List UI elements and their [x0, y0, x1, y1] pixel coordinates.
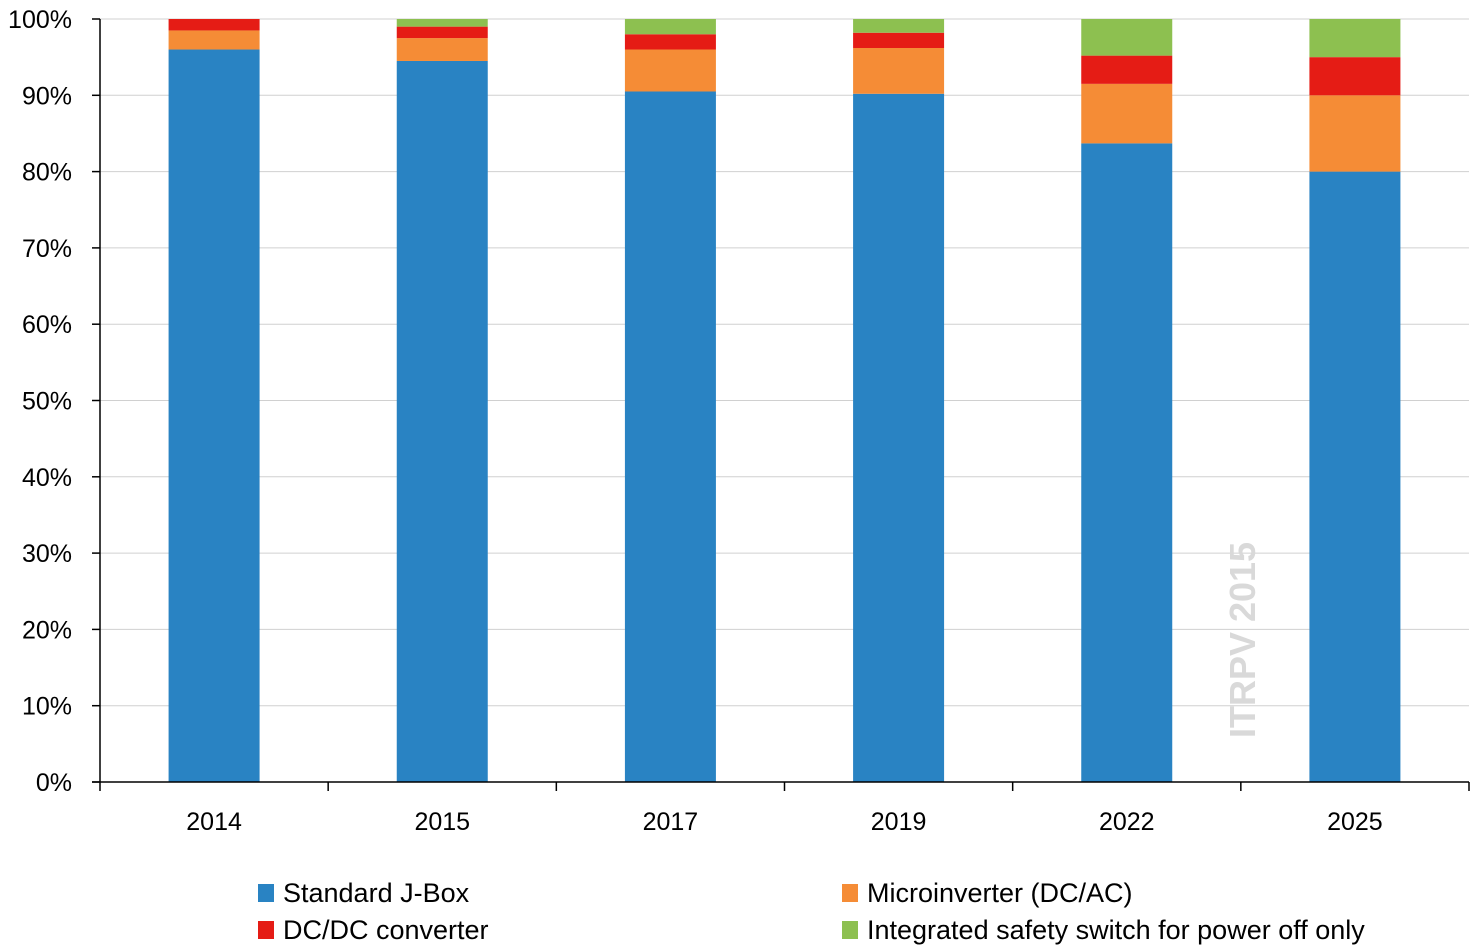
- legend-swatch: [842, 921, 858, 939]
- bar-segment: [853, 93, 945, 783]
- y-tick-label: 100%: [8, 6, 72, 34]
- bar-segment: [1309, 57, 1401, 96]
- bar-segment: [1081, 19, 1173, 56]
- bar-segment: [624, 49, 716, 92]
- x-tick-label: 2025: [1327, 808, 1383, 836]
- axes: [92, 18, 1470, 791]
- bar-segment: [624, 19, 716, 35]
- bar-segment: [1081, 55, 1173, 84]
- bar-segment: [1081, 83, 1173, 144]
- bar-segment: [1309, 95, 1401, 172]
- bar-segment: [168, 30, 260, 50]
- watermark: ITRPV 2015: [1222, 542, 1263, 738]
- legend-label: Integrated safety switch for power off o…: [867, 915, 1365, 945]
- bar-segment: [853, 47, 945, 94]
- y-tick-label: 40%: [22, 464, 72, 492]
- legend-label: Standard J-Box: [283, 878, 470, 908]
- x-tick-label: 2014: [186, 808, 242, 836]
- legend-swatch: [258, 884, 274, 902]
- y-tick-label: 30%: [22, 540, 72, 568]
- y-tick-label: 70%: [22, 235, 72, 263]
- bar-segment: [1309, 171, 1401, 783]
- legend-swatch: [842, 884, 858, 902]
- bar-segment: [853, 19, 945, 33]
- bar-segment: [168, 19, 260, 31]
- x-tick-labels: 2014 2015 2017 2019 2022 2025: [186, 808, 1382, 836]
- legend-label: DC/DC converter: [283, 915, 489, 945]
- bar-segment: [624, 34, 716, 50]
- bar-segment: [1081, 143, 1173, 782]
- bar-segment: [168, 49, 260, 782]
- bar-segment: [853, 32, 945, 48]
- bars: [168, 19, 1401, 783]
- bar-segment: [396, 26, 488, 39]
- bar-segment: [396, 60, 488, 782]
- x-tick-label: 2015: [414, 808, 470, 836]
- legend-label: Microinverter (DC/AC): [867, 878, 1133, 908]
- legend-swatch: [258, 921, 274, 939]
- y-tick-label: 80%: [22, 159, 72, 187]
- x-tick-label: 2022: [1099, 808, 1155, 836]
- y-tick-label: 50%: [22, 388, 72, 416]
- bar-segment: [396, 38, 488, 61]
- bar-segment: [1309, 19, 1401, 58]
- y-tick-label: 0%: [36, 769, 72, 797]
- y-tick-label: 90%: [22, 82, 72, 110]
- gridlines: [100, 18, 1469, 707]
- x-tick-label: 2019: [871, 808, 927, 836]
- bar-segment: [396, 19, 488, 27]
- bar-segment: [624, 91, 716, 783]
- y-tick-label: 20%: [22, 616, 72, 644]
- y-tick-label: 60%: [22, 311, 72, 339]
- legend: Standard J-Box Microinverter (DC/AC) DC/DC…: [258, 878, 1365, 945]
- y-tick-label: 10%: [22, 693, 72, 721]
- x-tick-label: 2017: [643, 808, 699, 836]
- y-tick-labels: 0% 10% 20% 30% 40% 50% 60% 70% 80% 90% 100%: [8, 6, 72, 797]
